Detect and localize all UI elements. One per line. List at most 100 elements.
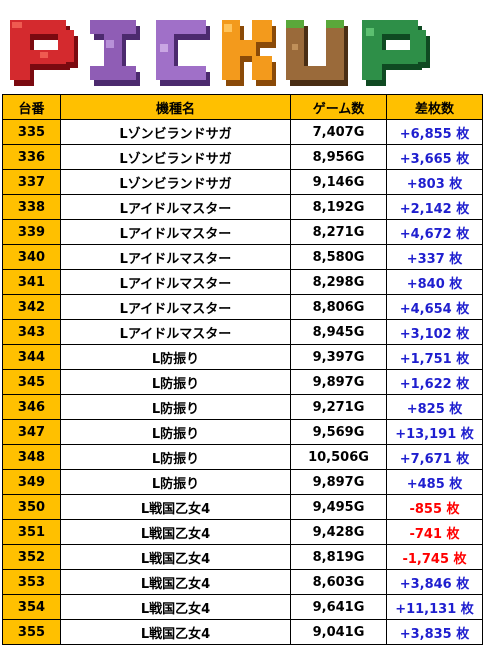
machine-number-cell: 354 — [2, 594, 61, 620]
coin-difference-cell: +840 枚 — [386, 269, 483, 295]
machine-number-cell: 344 — [2, 344, 61, 370]
table-row: 352 L戦国乙女4 8,819G -1,745 枚 — [2, 544, 483, 570]
machine-number-cell: 349 — [2, 469, 61, 495]
coin-difference-cell: -1,745 枚 — [386, 544, 483, 570]
table-row: 340 Lアイドルマスター 8,580G +337 枚 — [2, 244, 483, 270]
game-count-cell: 8,819G — [290, 544, 387, 570]
machine-number-cell: 348 — [2, 444, 61, 470]
game-count-cell: 9,495G — [290, 494, 387, 520]
machine-name-cell: Lアイドルマスター — [60, 194, 291, 220]
game-count-cell: 9,897G — [290, 469, 387, 495]
machine-number-cell: 340 — [2, 244, 61, 270]
machine-number-cell: 339 — [2, 219, 61, 245]
machine-number-cell: 335 — [2, 119, 61, 145]
banner-letter-c — [156, 20, 210, 86]
table-row: 345 L防振り 9,897G +1,622 枚 — [2, 369, 483, 395]
table-row: 337 Lゾンビランドサガ 9,146G +803 枚 — [2, 169, 483, 195]
coin-difference-cell: +3,102 枚 — [386, 319, 483, 345]
machine-name-cell: Lアイドルマスター — [60, 294, 291, 320]
machine-name-cell: L防振り — [60, 419, 291, 445]
banner-letter-i — [90, 20, 140, 86]
pickup-table: 台番 機種名 ゲーム数 差枚数 335 Lゾンビランドサガ 7,407G +6,855… — [2, 94, 483, 645]
machine-name-cell: Lアイドルマスター — [60, 269, 291, 295]
machine-number-cell: 350 — [2, 494, 61, 520]
machine-name-cell: L防振り — [60, 369, 291, 395]
game-count-cell: 9,897G — [290, 369, 387, 395]
table-row: 344 L防振り 9,397G +1,751 枚 — [2, 344, 483, 370]
machine-name-cell: L戦国乙女4 — [60, 594, 291, 620]
table-row: 335 Lゾンビランドサガ 7,407G +6,855 枚 — [2, 119, 483, 145]
banner-letter-p2 — [362, 20, 430, 86]
machine-name-cell: Lゾンビランドサガ — [60, 144, 291, 170]
table-row: 339 Lアイドルマスター 8,271G +4,672 枚 — [2, 219, 483, 245]
machine-number-cell: 342 — [2, 294, 61, 320]
machine-name-cell: L防振り — [60, 444, 291, 470]
machine-name-cell: Lゾンビランドサガ — [60, 169, 291, 195]
table-row: 355 L戦国乙女4 9,041G +3,835 枚 — [2, 619, 483, 645]
machine-name-cell: L戦国乙女4 — [60, 544, 291, 570]
coin-difference-cell: +4,654 枚 — [386, 294, 483, 320]
table-row: 338 Lアイドルマスター 8,192G +2,142 枚 — [2, 194, 483, 220]
machine-number-cell: 341 — [2, 269, 61, 295]
table-row: 348 L防振り 10,506G +7,671 枚 — [2, 444, 483, 470]
header-coin-difference: 差枚数 — [386, 94, 483, 120]
coin-difference-cell: +4,672 枚 — [386, 219, 483, 245]
coin-difference-cell: +1,622 枚 — [386, 369, 483, 395]
coin-difference-cell: +825 枚 — [386, 394, 483, 420]
game-count-cell: 8,603G — [290, 569, 387, 595]
coin-difference-cell: +6,855 枚 — [386, 119, 483, 145]
machine-name-cell: L防振り — [60, 344, 291, 370]
table-row: 341 Lアイドルマスター 8,298G +840 枚 — [2, 269, 483, 295]
machine-number-cell: 338 — [2, 194, 61, 220]
machine-name-cell: L戦国乙女4 — [60, 569, 291, 595]
game-count-cell: 8,945G — [290, 319, 387, 345]
machine-number-cell: 336 — [2, 144, 61, 170]
table-row: 346 L防振り 9,271G +825 枚 — [2, 394, 483, 420]
banner-letter-p — [10, 20, 78, 86]
machine-name-cell: Lアイドルマスター — [60, 319, 291, 345]
table-row: 354 L戦国乙女4 9,641G +11,131 枚 — [2, 594, 483, 620]
coin-difference-cell: +3,835 枚 — [386, 619, 483, 645]
game-count-cell: 9,041G — [290, 619, 387, 645]
machine-number-cell: 353 — [2, 569, 61, 595]
banner-letter-k — [222, 20, 276, 86]
coin-difference-cell: +13,191 枚 — [386, 419, 483, 445]
table-row: 347 L防振り 9,569G +13,191 枚 — [2, 419, 483, 445]
table-row: 336 Lゾンビランドサガ 8,956G +3,665 枚 — [2, 144, 483, 170]
coin-difference-cell: +3,846 枚 — [386, 569, 483, 595]
machine-number-cell: 355 — [2, 619, 61, 645]
table-row: 350 L戦国乙女4 9,495G -855 枚 — [2, 494, 483, 520]
game-count-cell: 8,956G — [290, 144, 387, 170]
game-count-cell: 8,580G — [290, 244, 387, 270]
machine-name-cell: L戦国乙女4 — [60, 619, 291, 645]
game-count-cell: 8,806G — [290, 294, 387, 320]
game-count-cell: 8,192G — [290, 194, 387, 220]
machine-number-cell: 337 — [2, 169, 61, 195]
machine-number-cell: 346 — [2, 394, 61, 420]
coin-difference-cell: +3,665 枚 — [386, 144, 483, 170]
machine-number-cell: 345 — [2, 369, 61, 395]
game-count-cell: 10,506G — [290, 444, 387, 470]
machine-number-cell: 347 — [2, 419, 61, 445]
game-count-cell: 9,641G — [290, 594, 387, 620]
table-row: 342 Lアイドルマスター 8,806G +4,654 枚 — [2, 294, 483, 320]
banner-letter-u — [286, 20, 348, 86]
coin-difference-cell: +2,142 枚 — [386, 194, 483, 220]
coin-difference-cell: -741 枚 — [386, 519, 483, 545]
game-count-cell: 9,569G — [290, 419, 387, 445]
table-row: 343 Lアイドルマスター 8,945G +3,102 枚 — [2, 319, 483, 345]
game-count-cell: 9,397G — [290, 344, 387, 370]
coin-difference-cell: +485 枚 — [386, 469, 483, 495]
machine-name-cell: L戦国乙女4 — [60, 519, 291, 545]
header-machine-name: 機種名 — [60, 94, 291, 120]
game-count-cell: 8,298G — [290, 269, 387, 295]
pickup-banner — [10, 20, 430, 86]
coin-difference-cell: +11,131 枚 — [386, 594, 483, 620]
machine-number-cell: 352 — [2, 544, 61, 570]
machine-number-cell: 343 — [2, 319, 61, 345]
table-row: 351 L戦国乙女4 9,428G -741 枚 — [2, 519, 483, 545]
machine-name-cell: L防振り — [60, 394, 291, 420]
game-count-cell: 7,407G — [290, 119, 387, 145]
machine-name-cell: L防振り — [60, 469, 291, 495]
machine-number-cell: 351 — [2, 519, 61, 545]
